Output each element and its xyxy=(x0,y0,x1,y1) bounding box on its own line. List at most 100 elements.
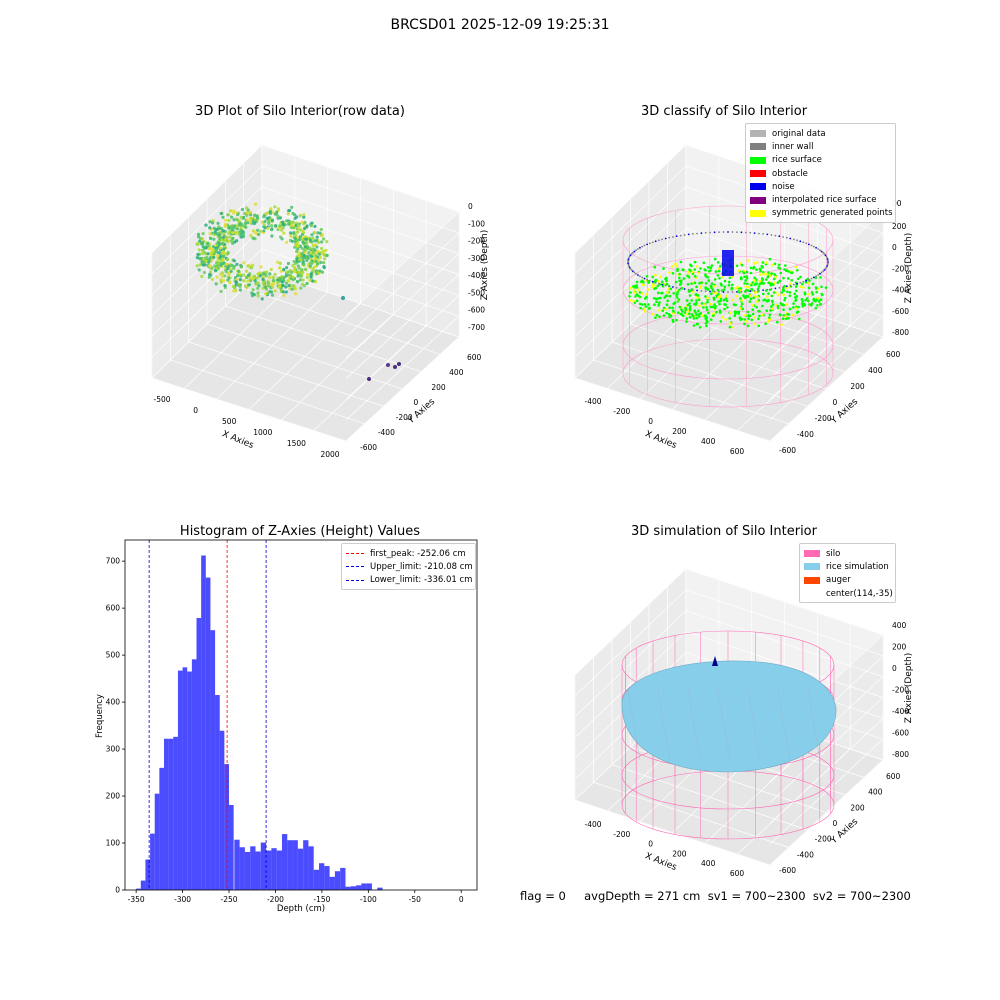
panel1-data-point xyxy=(261,220,265,224)
panel2-data-point xyxy=(739,287,743,290)
panel2-wall-point xyxy=(637,274,639,276)
panel1-data-point xyxy=(298,228,303,232)
panel2-data-point xyxy=(685,320,688,323)
panel2-z-axis-label: Z Axies (Depth) xyxy=(904,233,914,304)
panel2-wall-point xyxy=(664,237,667,240)
panel2-data-point xyxy=(635,286,639,289)
panel1-data-point xyxy=(216,259,220,263)
panel2-wall-point xyxy=(749,290,752,293)
panel2-data-point xyxy=(641,292,644,295)
panel4-surface-mesh-line xyxy=(717,689,731,761)
panel1-z-tick-label: -300 xyxy=(468,254,485,263)
panel2-data-point xyxy=(777,263,781,267)
panel2-data-point xyxy=(716,288,720,292)
panel1-data-point xyxy=(263,226,267,230)
panel2-data-point xyxy=(824,286,828,289)
panel2-data-point xyxy=(648,306,651,310)
panel2-data-point xyxy=(676,269,679,273)
panel2-data-point xyxy=(703,303,706,306)
histogram-bar xyxy=(244,851,251,890)
panel1-data-point xyxy=(242,279,246,283)
panel1-data-point xyxy=(305,281,309,286)
panel1-data-point xyxy=(219,289,223,293)
panel2-wall-point xyxy=(713,231,716,234)
panel4-title: 3D simulation of Silo Interior xyxy=(631,524,817,539)
panel2-data-point xyxy=(695,295,698,299)
panel1-data-point xyxy=(270,218,275,222)
panel1-data-point xyxy=(306,272,310,277)
panel2-data-point xyxy=(704,269,707,272)
panel2-data-point xyxy=(657,297,660,300)
panel2-data-point xyxy=(819,302,822,306)
panel2-wall-point xyxy=(668,236,671,239)
panel2-data-point xyxy=(792,313,795,317)
panel1-data-point xyxy=(239,265,243,269)
panel1-data-point xyxy=(297,259,301,263)
panel2-data-point xyxy=(821,293,824,297)
panel2-data-point xyxy=(682,277,686,280)
panel2-data-point xyxy=(773,262,777,266)
panel2-wall-point xyxy=(641,245,644,248)
panel2-data-point xyxy=(705,324,708,328)
panel2-data-point xyxy=(716,274,720,277)
panel2-data-point xyxy=(640,280,643,284)
panel1-data-point xyxy=(304,242,308,246)
panel1-data-point xyxy=(198,239,202,243)
panel1-data-point xyxy=(265,216,269,220)
panel2-data-point xyxy=(748,300,752,303)
histogram-bar xyxy=(329,876,335,890)
panel1-data-point xyxy=(239,235,243,239)
panel1-data-point xyxy=(245,213,249,217)
panel1-x-tick-label: 1000 xyxy=(253,428,272,437)
panel1-data-point xyxy=(219,226,223,231)
panel2-data-point xyxy=(718,267,721,270)
panel1-data-point xyxy=(224,252,228,256)
panel2-data-point xyxy=(737,310,741,314)
panel2-data-point xyxy=(784,264,787,267)
panel1-x-tick-label: 0 xyxy=(193,406,198,415)
panel2-wall-point xyxy=(766,233,769,236)
panel2-data-point xyxy=(692,324,696,327)
panel1-data-point xyxy=(232,265,236,269)
panel2-data-point xyxy=(654,279,657,283)
panel2-data-point xyxy=(788,307,792,311)
panel2-data-point xyxy=(665,311,668,315)
panel2-data-point xyxy=(664,308,667,311)
panel2-data-point xyxy=(739,297,742,300)
panel4-z-tick-label: 400 xyxy=(892,621,907,630)
panel4-x-tick-label: -400 xyxy=(584,820,601,829)
panel2-data-point xyxy=(741,307,744,311)
panel1-data-point xyxy=(200,274,204,279)
legend-swatch xyxy=(804,576,820,584)
panel1-data-point xyxy=(313,224,317,228)
panel1-data-point xyxy=(201,251,205,255)
panel3-x-tick-label: -100 xyxy=(360,895,377,904)
panel2-data-point xyxy=(717,292,720,296)
panel2-data-point xyxy=(638,302,642,306)
panel1-data-point xyxy=(246,221,250,225)
panel4-grid-line xyxy=(685,568,884,636)
panel2-data-point xyxy=(815,290,818,294)
panel1-x-tick-label: 500 xyxy=(222,417,237,426)
panel1-data-point xyxy=(282,268,286,272)
panel2-data-point xyxy=(633,301,637,305)
panel1-data-point xyxy=(202,270,206,275)
panel1-y-axis-label: Y Axies xyxy=(405,397,437,427)
panel3-x-tick-label: -300 xyxy=(174,895,191,904)
panel2-wall-point xyxy=(778,235,781,238)
histogram-bar xyxy=(234,839,240,890)
panel2-data-point xyxy=(753,279,756,283)
panel1-data-point xyxy=(242,261,246,265)
panel2-data-point xyxy=(749,271,753,275)
panel1-data-point xyxy=(314,259,318,264)
legend-swatch xyxy=(804,550,820,558)
panel1-data-point xyxy=(312,251,316,255)
panel4-y-tick-label: -200 xyxy=(815,835,832,844)
panel1-z-tick-label: -600 xyxy=(468,306,485,315)
panel1-grid-line xyxy=(261,269,460,338)
panel2-data-point xyxy=(800,297,804,301)
legend-label: obstacle xyxy=(772,168,808,179)
panel1-data-point xyxy=(232,289,236,293)
panel2-data-point xyxy=(772,291,776,294)
